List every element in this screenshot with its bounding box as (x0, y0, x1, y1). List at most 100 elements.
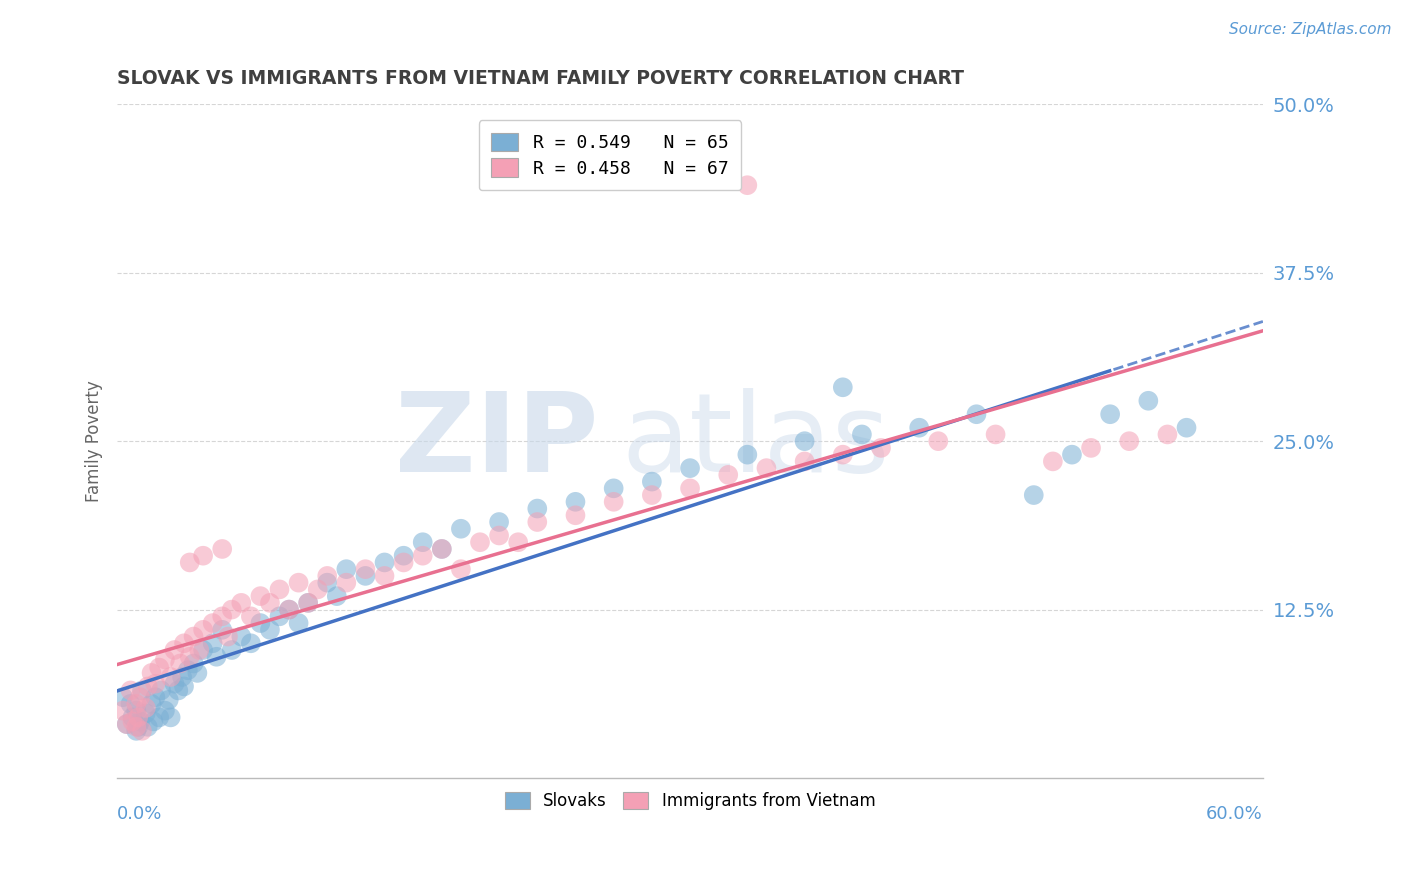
Point (1042, 454, 1064, 468)
Point (354, 562, 377, 576)
Point (115, 717, 138, 731)
Point (564, 495, 586, 509)
Point (851, 427, 873, 442)
Point (169, 657, 191, 671)
Point (307, 582, 329, 597)
Point (602, 481, 624, 495)
Point (120, 697, 142, 711)
Text: SLOVAK VS IMMIGRANTS FROM VIETNAM FAMILY POVERTY CORRELATION CHART: SLOVAK VS IMMIGRANTS FROM VIETNAM FAMILY… (117, 69, 965, 87)
Point (430, 541, 453, 556)
Point (373, 556, 395, 570)
Point (173, 679, 195, 693)
Point (249, 616, 271, 631)
Point (157, 693, 180, 707)
Point (335, 575, 357, 590)
Point (326, 589, 349, 603)
Point (239, 636, 262, 650)
Point (163, 643, 186, 657)
Point (148, 710, 170, 724)
Point (221, 643, 243, 657)
Point (450, 522, 472, 536)
Point (1137, 393, 1160, 408)
Point (145, 690, 167, 705)
Point (793, 434, 815, 449)
Point (679, 481, 702, 495)
Point (526, 501, 548, 516)
Point (211, 541, 233, 556)
Point (1022, 488, 1045, 502)
Point (120, 683, 142, 698)
Point (221, 602, 243, 616)
Point (191, 549, 214, 563)
Point (217, 630, 239, 644)
Point (316, 575, 339, 590)
Point (115, 717, 138, 731)
Point (297, 596, 319, 610)
Point (121, 710, 143, 724)
Point (111, 704, 134, 718)
Point (297, 596, 319, 610)
Point (135, 701, 157, 715)
Point (259, 596, 281, 610)
Point (1156, 427, 1178, 442)
Point (392, 556, 415, 570)
Text: 60.0%: 60.0% (1206, 805, 1263, 823)
Point (927, 434, 949, 449)
Point (183, 630, 205, 644)
Point (125, 720, 148, 734)
Point (602, 495, 624, 509)
Point (430, 541, 453, 556)
Point (412, 535, 434, 549)
Point (163, 676, 186, 690)
Point (831, 380, 853, 394)
Point (793, 454, 815, 468)
Point (287, 575, 309, 590)
Point (1060, 448, 1083, 462)
Point (488, 515, 510, 529)
Point (249, 589, 271, 603)
Point (129, 714, 152, 729)
Point (211, 623, 233, 637)
Point (737, 178, 759, 193)
Point (231, 630, 253, 644)
Point (737, 448, 759, 462)
Point (179, 556, 201, 570)
Text: ZIP: ZIP (395, 388, 599, 495)
Point (1080, 441, 1102, 455)
Point (142, 714, 165, 729)
Point (259, 623, 281, 637)
Point (129, 690, 152, 705)
Point (136, 679, 159, 693)
Point (201, 616, 224, 631)
Point (316, 569, 339, 583)
Point (1118, 434, 1140, 449)
Point (231, 596, 253, 610)
Point (287, 616, 309, 631)
Point (131, 723, 153, 738)
Point (526, 515, 548, 529)
Point (966, 407, 988, 421)
Point (177, 663, 200, 677)
Point (201, 636, 224, 650)
Point (127, 710, 149, 724)
Point (373, 569, 395, 583)
Point (755, 461, 778, 475)
Point (211, 609, 233, 624)
Point (135, 706, 157, 721)
Point (125, 723, 148, 738)
Point (145, 676, 167, 690)
Point (468, 535, 491, 549)
Point (717, 467, 740, 482)
Point (269, 582, 291, 597)
Point (188, 643, 211, 657)
Point (183, 657, 205, 671)
Point (153, 704, 176, 718)
Point (1099, 407, 1122, 421)
Point (131, 683, 153, 698)
Point (111, 690, 134, 705)
Point (205, 649, 228, 664)
Point (335, 562, 357, 576)
Point (186, 665, 208, 680)
Point (239, 609, 262, 624)
Point (564, 508, 586, 523)
